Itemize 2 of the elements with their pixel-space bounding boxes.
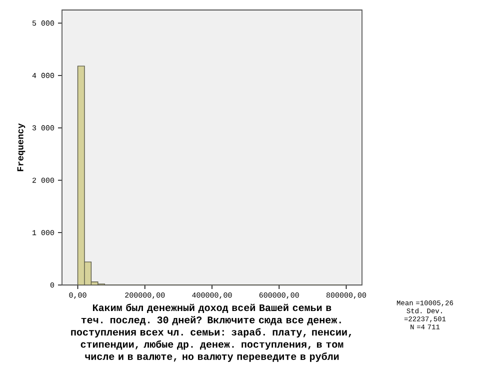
x-axis-title: Каким был денежный доход всей Вашей семьи в теч. послед. 30 дней? Включите сюда все денеж. поступления всех чл. семьи: зараб. плату, пенсии, стипендии, любые др. денеж. поступления, в том числе и в валюте, но валюту переведите в рубли	[71, 304, 352, 362]
y-axis-title: Frequency	[17, 123, 26, 172]
